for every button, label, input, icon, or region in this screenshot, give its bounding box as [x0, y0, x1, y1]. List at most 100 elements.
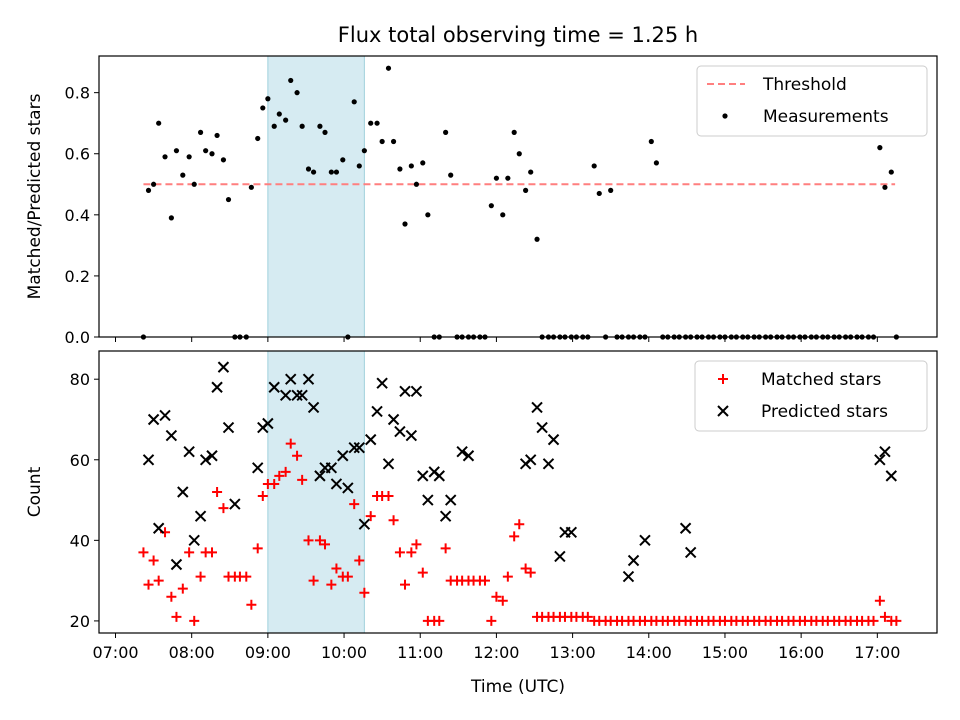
- measurement-point: [408, 163, 414, 169]
- top-legend: Threshold Measurements: [696, 65, 928, 137]
- matched-star-point: [314, 535, 325, 546]
- measurement-point: [209, 151, 215, 157]
- bottom-xtick-label: 15:00: [702, 643, 748, 662]
- legend-label: Matched stars: [761, 370, 881, 390]
- measurement-point: [197, 129, 204, 135]
- bottom-xtick-label: 12:00: [473, 643, 519, 662]
- matched-star-point: [411, 539, 422, 550]
- measurement-point: [374, 120, 380, 126]
- measurement-point: [271, 123, 277, 129]
- predicted-star-point: [188, 534, 200, 547]
- predicted-star-point: [199, 454, 212, 466]
- bottom-xtick-label: 17:00: [854, 643, 900, 662]
- predicted-star-point: [417, 470, 429, 482]
- predicted-star-point: [410, 385, 423, 397]
- matched-star-point: [153, 575, 164, 586]
- predicted-star-point: [399, 385, 411, 397]
- measurement-point: [361, 148, 367, 154]
- measurement-point: [299, 123, 305, 129]
- measurement-point: [420, 160, 426, 166]
- top-panel-ratio: 0.0 0.2 0.4 0.6 0.8 Matched/Predicted stars Th…: [25, 55, 938, 347]
- measurement-point: [180, 172, 186, 178]
- measurement-point: [214, 132, 220, 139]
- measurement-point: [877, 145, 883, 151]
- matched-star-point: [218, 503, 229, 514]
- measurement-point: [317, 123, 323, 129]
- legend-frame: [694, 360, 928, 432]
- matched-star-point: [195, 571, 206, 582]
- matched-star-point: [891, 615, 902, 626]
- predicted-star-point: [422, 494, 434, 506]
- matched-star-point: [285, 438, 296, 449]
- predicted-star-point: [194, 510, 207, 522]
- measurement-point: [276, 111, 282, 117]
- predicted-star-point: [547, 433, 560, 446]
- matched-star-point: [520, 563, 531, 574]
- matched-star-point: [365, 511, 376, 522]
- measurement-point: [511, 129, 517, 135]
- bottom-ytick-label: 40: [70, 531, 90, 550]
- matched-star-point: [349, 499, 360, 510]
- matched-star-point: [207, 547, 218, 558]
- matched-star-point: [479, 575, 490, 586]
- measurement-point: [523, 187, 529, 193]
- predicted-star-point: [371, 405, 383, 418]
- measurement-point: [145, 187, 152, 193]
- measurement-point: [425, 212, 431, 218]
- matched-star-point: [308, 575, 319, 586]
- matched-star-point: [331, 563, 342, 574]
- bottom-xtick-label: 16:00: [778, 643, 824, 662]
- measurement-point: [340, 157, 346, 163]
- predicted-star-point: [206, 450, 218, 462]
- bottom-xlabel: Time (UTC): [470, 677, 565, 697]
- measurement-point: [150, 181, 157, 187]
- predicted-star-point: [268, 381, 280, 393]
- figure-title: Flux total observing time = 1.25 h: [338, 23, 698, 47]
- measurement-point: [288, 77, 294, 84]
- bottom-xtick-label: 13:00: [550, 643, 596, 662]
- predicted-star-point: [337, 450, 349, 462]
- measurement-point: [534, 236, 540, 242]
- measurement-point: [248, 184, 254, 190]
- predicted-star-point: [307, 401, 320, 414]
- measurement-point: [390, 138, 397, 145]
- predicted-star-point: [462, 450, 475, 462]
- measurement-point: [162, 154, 168, 160]
- predicted-star-point: [874, 454, 886, 466]
- predicted-star-point: [279, 389, 292, 402]
- measurement-point: [203, 148, 209, 154]
- measurement-point: [397, 166, 403, 172]
- matched-star-point: [297, 474, 308, 485]
- predicted-star-point: [679, 522, 692, 534]
- measurement-point: [368, 120, 374, 126]
- top-ytick-label: 0.2: [65, 267, 90, 286]
- predicted-star-point: [684, 546, 697, 559]
- measurement-point: [402, 221, 408, 227]
- measurement-point: [488, 203, 494, 209]
- predicted-star-point: [222, 421, 235, 434]
- predicted-star-point: [394, 425, 406, 438]
- measurement-point: [305, 166, 312, 172]
- top-series-measurements: [140, 65, 899, 340]
- matched-star-point: [486, 615, 497, 626]
- predicted-star-point: [177, 486, 189, 498]
- top-axes-frame: [98, 55, 938, 338]
- predicted-star-point: [382, 458, 395, 470]
- matched-star-point: [388, 515, 399, 526]
- matched-star-point: [383, 491, 394, 502]
- measurement-point: [443, 129, 449, 135]
- predicted-star-point: [554, 550, 566, 563]
- predicted-star-point: [627, 554, 640, 567]
- measurement-point: [516, 151, 522, 157]
- measurement-point: [379, 138, 385, 145]
- matched-star-point: [399, 579, 410, 590]
- predicted-star-point: [142, 454, 155, 466]
- top-ytick-label: 0.8: [65, 84, 90, 103]
- legend-label: Threshold: [762, 75, 847, 95]
- bottom-xtick-label: 14:00: [626, 643, 672, 662]
- measurement-point: [505, 175, 511, 181]
- predicted-star-point: [885, 470, 897, 482]
- matched-star-point: [406, 547, 417, 558]
- matched-star-point: [292, 450, 303, 461]
- predicted-star-point: [879, 446, 891, 458]
